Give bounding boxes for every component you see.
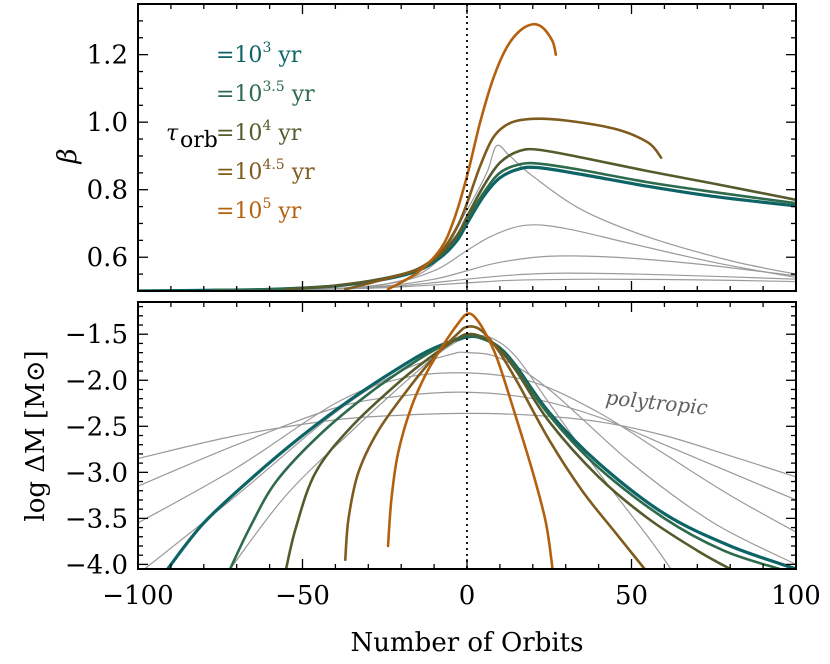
- x-tick-label: −50: [275, 581, 330, 611]
- legend-entry-suffix: yr: [271, 43, 301, 68]
- series-line-103.5: [228, 334, 781, 569]
- legend-entry-suffix: yr: [285, 82, 315, 107]
- y-tick-label: −2.5: [65, 412, 128, 442]
- y-tick-label: 0.8: [87, 176, 128, 206]
- legend-entry-1e4: =104 yr: [216, 118, 302, 146]
- bottom-frame: [137, 301, 797, 570]
- y-tick-label: 0.6: [87, 243, 128, 273]
- x-tick-labels: −100 −50 0 50 100: [102, 581, 821, 611]
- legend-tau-subscript: orb: [180, 128, 218, 153]
- polytropic-curve: [138, 412, 796, 478]
- polytropic-curve: [138, 391, 796, 501]
- series-line-105: [386, 312, 554, 569]
- legend-entry-1e3.5: =103.5 yr: [216, 79, 315, 107]
- bottom-y-axis-title: log ΔM [M⊙]: [21, 350, 51, 521]
- polytropic-annotation: polytropic: [604, 385, 709, 420]
- polytropic-curve: [229, 334, 672, 569]
- y-tick-label: −1.5: [65, 320, 128, 350]
- polytropic-curve: [138, 144, 796, 291]
- legend-entry-prefix: =10: [216, 121, 262, 146]
- bottom-y-tick-labels: −4.0 −3.5 −3.0 −2.5 −2.0 −1.5: [65, 320, 128, 580]
- y-tick-label: −2.0: [65, 366, 128, 396]
- y-tick-label: 1.2: [87, 41, 128, 71]
- legend-entry-1e3: =103 yr: [216, 40, 302, 68]
- top-series-group: [138, 22, 796, 291]
- legend-entry-exponent: 3.5: [262, 79, 284, 95]
- polytropic-curve: [143, 351, 796, 569]
- legend-entry-suffix: yr: [271, 199, 301, 224]
- legend-entry-1e4.5: =104.5 yr: [216, 157, 315, 185]
- y-tick-label: −3.5: [65, 504, 128, 534]
- top-y-axis-title: β: [53, 148, 83, 164]
- x-tick-label: 100: [771, 581, 821, 611]
- legend: τ orb =103 yr =103.5 yr =104 yr =104.5 y…: [166, 40, 315, 224]
- legend-entry-suffix: yr: [285, 160, 315, 185]
- svg-text:=103.5 yr: =103.5 yr: [216, 79, 315, 107]
- legend-tau-symbol: τ: [166, 121, 179, 146]
- legend-entry-prefix: =10: [216, 160, 262, 185]
- svg-text:=104 yr: =104 yr: [216, 118, 302, 146]
- x-tick-label: −100: [102, 581, 173, 611]
- polytropic-curve: [138, 372, 796, 533]
- svg-text:=105 yr: =105 yr: [216, 196, 302, 224]
- panel-bottom: −4.0 −3.5 −3.0 −2.5 −2.0 −1.5 −100 −50 0 50 100 l…: [21, 301, 821, 611]
- legend-entry-prefix: =10: [216, 199, 262, 224]
- x-tick-label: 50: [615, 581, 648, 611]
- series-line-103: [166, 334, 796, 569]
- legend-entry-1e5: =105 yr: [216, 196, 302, 224]
- legend-entry-prefix: =10: [216, 82, 262, 107]
- top-frame: [137, 3, 797, 292]
- svg-text:=103 yr: =103 yr: [216, 40, 302, 68]
- legend-entry-prefix: =10: [216, 43, 262, 68]
- svg-text:=104.5 yr: =104.5 yr: [216, 157, 315, 185]
- series-line-104.5: [343, 325, 646, 569]
- y-tick-label: −4.0: [65, 550, 128, 580]
- legend-entry-exponent: 4: [262, 118, 271, 134]
- legend-entry-exponent: 3: [262, 40, 271, 56]
- legend-entry-exponent: 4.5: [262, 157, 284, 173]
- x-axis-title: Number of Orbits: [351, 628, 584, 658]
- y-tick-label: −3.0: [65, 458, 128, 488]
- legend-entry-suffix: yr: [271, 121, 301, 146]
- series-line-104: [284, 147, 796, 291]
- series-line-104: [284, 332, 732, 569]
- top-y-tick-labels: 0.6 0.8 1.0 1.2: [87, 41, 128, 274]
- y-tick-label: 1.0: [87, 108, 128, 138]
- series-line-104.5: [343, 117, 663, 291]
- legend-entry-exponent: 5: [262, 196, 271, 212]
- panel-top: 0.60.81.01.2 β τ orb =103 yr =103.5 yr =…: [53, 3, 797, 292]
- series-line-105: [386, 22, 558, 291]
- x-tick-label: 0: [459, 581, 476, 611]
